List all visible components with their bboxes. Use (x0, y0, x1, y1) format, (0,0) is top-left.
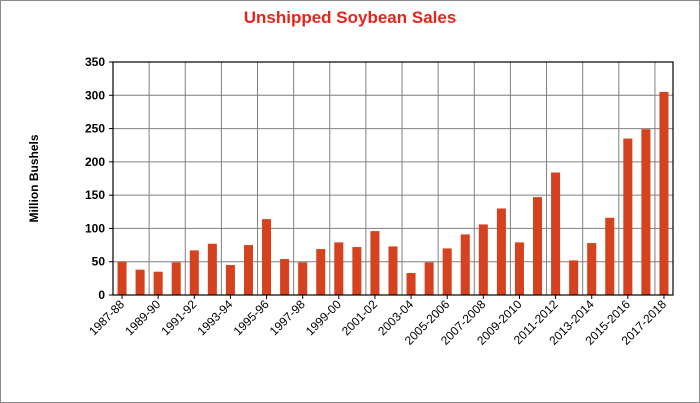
y-tick-label: 100 (85, 221, 105, 235)
bar-2008-2009 (496, 208, 506, 295)
x-tick-label: 1995-96 (231, 297, 272, 338)
bar-1999-00 (334, 242, 344, 295)
bar-1989-90 (153, 271, 163, 295)
y-tick-label: 150 (85, 188, 105, 202)
y-axis-title: Million Bushels (27, 134, 41, 222)
y-tick-label: 200 (85, 155, 105, 169)
y-tick-label: 300 (85, 88, 105, 102)
bar-2015-2016 (623, 138, 633, 295)
x-tick-label: 2001-02 (339, 297, 380, 338)
bar-2001-02 (370, 231, 380, 295)
y-tick-label: 250 (85, 122, 105, 136)
bar-1998-99 (316, 249, 326, 295)
bar-2014-2015 (605, 217, 615, 295)
bar-2017-2018 (659, 91, 669, 295)
x-tick-label: 1997-98 (267, 297, 308, 338)
bar-2012-2013 (569, 260, 579, 295)
x-tick-label: 1987-88 (86, 297, 127, 338)
y-tick-labels: 0 50 100 150 200 250 300 350 (85, 55, 105, 302)
bar-1991-92 (189, 250, 199, 295)
bar-1994-95 (243, 245, 253, 295)
bar-2004-05 (424, 262, 434, 295)
x-tick-label: 1993-94 (194, 297, 235, 338)
bar-2011-2012 (551, 172, 561, 295)
plot-border (112, 61, 674, 296)
bar-2013-2014 (587, 243, 597, 295)
bar-1990-91 (171, 262, 181, 295)
bar-2003-04 (406, 273, 416, 295)
bar-1988-89 (135, 269, 145, 295)
bar-1996-97 (280, 259, 290, 295)
x-tick-labels: 1987-881989-901991-921993-941995-961997-… (86, 297, 669, 348)
bars (117, 91, 669, 295)
bar-2006-2007 (460, 234, 470, 295)
bar-2007-2008 (478, 224, 488, 295)
bar-2002-03 (388, 246, 398, 295)
bar-1992-93 (207, 243, 217, 295)
bar-2005-2006 (442, 248, 452, 295)
x-tick-label: 1989-90 (122, 297, 163, 338)
chart-title: Unshipped Soybean Sales (243, 8, 457, 27)
x-tick-label: 1991-92 (158, 297, 199, 338)
bar-2016-2017 (641, 129, 651, 295)
axes (109, 61, 674, 299)
y-tick-label: 0 (98, 288, 105, 302)
bar-2000-01 (352, 247, 362, 295)
bar-2010-2011 (533, 197, 543, 295)
y-tick-label: 350 (85, 55, 105, 69)
bar-1993-94 (225, 265, 235, 295)
bar-1995-96 (262, 219, 272, 295)
bar-1987-88 (117, 261, 127, 295)
bar-2009-2010 (514, 242, 524, 295)
y-tick-label: 50 (92, 255, 106, 269)
gridlines (113, 61, 673, 296)
bar-1997-98 (298, 262, 308, 295)
x-tick-label: 1999-00 (303, 297, 344, 338)
